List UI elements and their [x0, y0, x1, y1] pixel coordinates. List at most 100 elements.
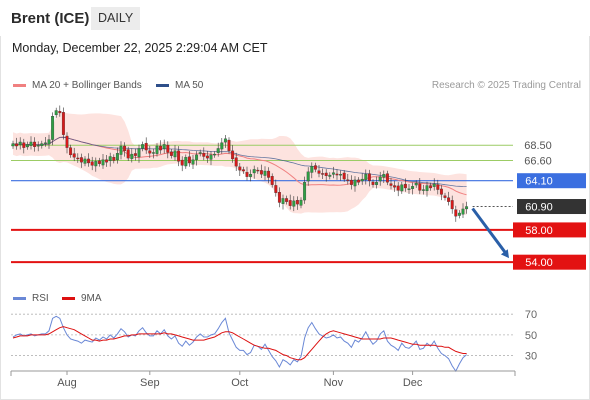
- rsi-tick-label-70: 70: [525, 309, 537, 321]
- candle-body: [11, 143, 15, 147]
- candle: [123, 142, 127, 157]
- candle: [396, 182, 400, 197]
- level-box-60.90: [517, 199, 586, 215]
- candle: [29, 136, 33, 150]
- candle: [281, 194, 285, 210]
- candle-body: [263, 170, 267, 176]
- candle-body: [141, 144, 145, 149]
- candle: [414, 180, 418, 188]
- candle-body: [256, 169, 260, 172]
- level-value-66.60: 66.60: [524, 156, 552, 168]
- candle-body: [238, 166, 242, 171]
- candle-body: [133, 153, 137, 156]
- candle-body: [400, 184, 404, 192]
- candle-body: [47, 139, 51, 145]
- candle-body: [249, 174, 253, 177]
- candle: [371, 179, 375, 188]
- candle-body: [411, 186, 415, 189]
- candle-body: [159, 145, 163, 151]
- candle-body: [277, 192, 281, 203]
- candle: [216, 142, 220, 157]
- candle: [432, 178, 436, 191]
- candle-body: [414, 182, 418, 186]
- level-value-64.10: 64.10: [525, 176, 553, 188]
- candle: [245, 166, 249, 181]
- candle: [18, 137, 22, 150]
- candle: [133, 148, 137, 161]
- candle: [328, 172, 332, 180]
- candle: [270, 173, 274, 188]
- nine-ma-swatch: [62, 297, 75, 300]
- chart-header: Brent (ICE) DAILY: [0, 0, 590, 36]
- candle-body: [252, 169, 256, 174]
- candle: [411, 182, 415, 195]
- candle: [155, 143, 159, 157]
- candle: [126, 146, 130, 161]
- rsi-tick-label-30: 30: [525, 351, 537, 363]
- timeframe-badge[interactable]: DAILY: [91, 7, 141, 30]
- candle-body: [173, 150, 177, 158]
- month-label-nov: Nov: [324, 377, 344, 389]
- candle-body: [198, 152, 202, 154]
- candle: [213, 151, 217, 158]
- candle: [375, 176, 379, 189]
- candle-body: [43, 142, 47, 144]
- candle: [357, 177, 361, 186]
- candle-body: [177, 150, 181, 162]
- candle: [259, 164, 263, 179]
- candle: [58, 105, 62, 117]
- candle-body: [15, 143, 19, 147]
- candle: [166, 141, 170, 159]
- candle-body: [306, 171, 310, 182]
- month-label-oct: Oct: [231, 377, 248, 389]
- candle-body: [245, 172, 249, 177]
- legend-ma50: MA 50: [156, 80, 203, 91]
- candle: [191, 154, 195, 170]
- candle-body: [187, 156, 191, 164]
- level-value-58.00: 58.00: [525, 225, 553, 237]
- candle: [385, 170, 389, 186]
- candle-body: [270, 176, 274, 185]
- candle: [346, 174, 350, 185]
- candle: [364, 169, 368, 185]
- rsi-line: [12, 315, 467, 373]
- candle-body: [378, 176, 382, 182]
- instrument-title: Brent (ICE): [11, 10, 90, 27]
- candle-body: [313, 165, 317, 170]
- candle-body: [259, 170, 263, 175]
- candle-body: [213, 153, 217, 156]
- candle-body: [61, 112, 65, 135]
- level-label-58.00: 58.00: [513, 222, 586, 238]
- candle: [141, 141, 145, 152]
- candle-body: [429, 185, 433, 189]
- candle-body: [148, 150, 152, 154]
- candle-body: [123, 145, 127, 152]
- ma50-line: [12, 136, 467, 187]
- candle-body: [407, 188, 411, 190]
- candle: [321, 168, 325, 180]
- candle: [277, 187, 281, 208]
- candle-body: [126, 149, 130, 159]
- candle-body: [393, 185, 397, 188]
- candle-body: [191, 159, 195, 165]
- level-box-54.00: [513, 254, 586, 270]
- candle-body: [202, 152, 206, 157]
- candle: [79, 153, 83, 168]
- candle-body: [317, 170, 321, 174]
- candle: [234, 152, 238, 171]
- candle-body: [450, 200, 454, 210]
- candle-body: [389, 183, 393, 186]
- candle: [457, 210, 461, 219]
- nine-ma-label: 9MA: [81, 293, 102, 304]
- candle-body: [18, 141, 22, 145]
- candle-body: [94, 161, 98, 167]
- candle-body: [166, 144, 170, 153]
- candle: [331, 166, 335, 179]
- candle: [162, 139, 166, 154]
- candle: [72, 147, 76, 162]
- candle-body: [281, 198, 285, 204]
- candle: [252, 165, 256, 179]
- candle-body: [112, 156, 116, 161]
- candle-body: [324, 172, 328, 177]
- candle-body: [169, 151, 173, 156]
